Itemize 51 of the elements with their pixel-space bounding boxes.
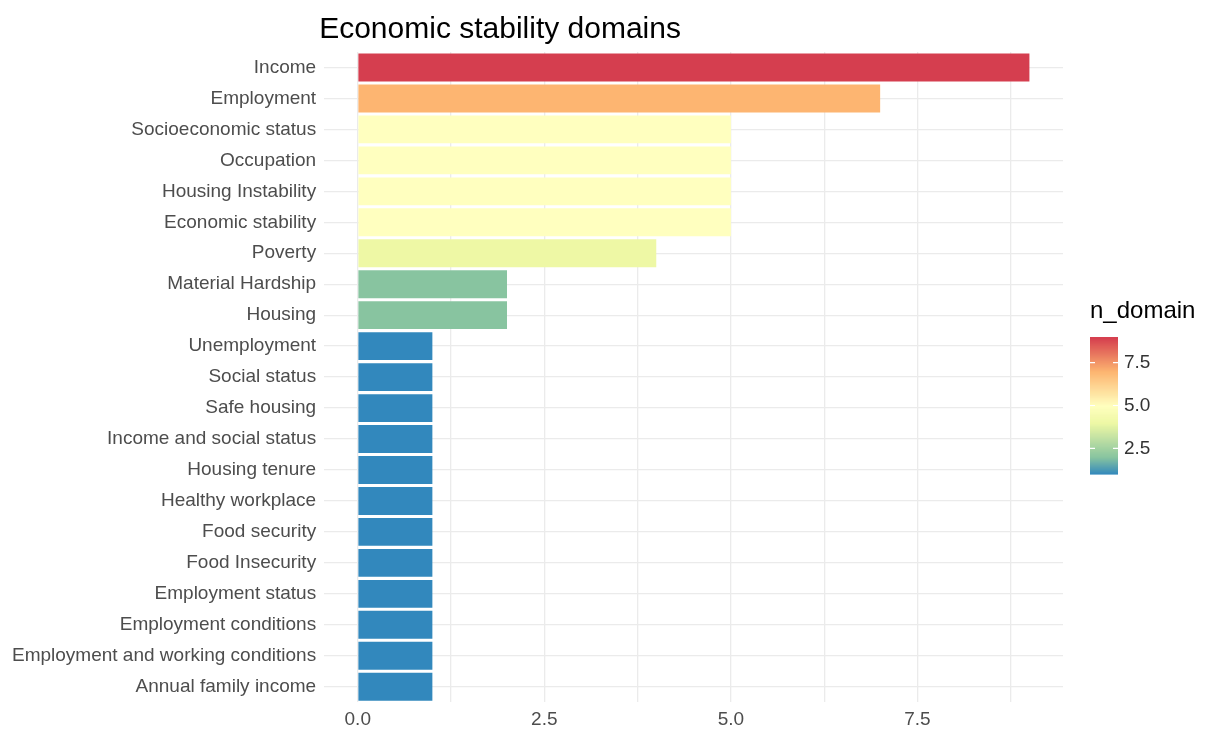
- x-tick-label: 5.0: [717, 707, 745, 729]
- y-tick-label: Income and social status: [107, 427, 317, 449]
- y-tick-label: Housing: [246, 303, 317, 325]
- y-tick-label: Employment: [210, 86, 317, 108]
- y-tick-label: Food Insecurity: [186, 551, 317, 573]
- color-bar-label: 2.5: [1124, 436, 1151, 458]
- bar: [358, 363, 433, 392]
- bar: [358, 456, 433, 484]
- bar: [358, 610, 433, 639]
- bar: [358, 517, 433, 546]
- bar: [358, 239, 657, 268]
- color-bar-label: 5.0: [1124, 393, 1151, 415]
- y-tick-label: Food security: [202, 520, 317, 542]
- color-bar-title: n_domain: [1090, 296, 1196, 323]
- bar: [358, 579, 433, 608]
- y-tick-label: Safe housing: [205, 396, 317, 418]
- bar: [358, 146, 731, 175]
- y-tick-label: Annual family income: [135, 674, 317, 696]
- x-tick-label: 2.5: [531, 707, 558, 729]
- x-tick-label: 0.0: [344, 707, 371, 729]
- y-tick-label: Socioeconomic status: [131, 117, 317, 139]
- bar: [358, 208, 731, 237]
- color-bar-label: 7.5: [1124, 350, 1151, 372]
- bar: [358, 177, 731, 206]
- bar: [358, 115, 731, 144]
- bar: [358, 301, 507, 330]
- bar: [358, 672, 433, 701]
- bar: [358, 394, 433, 422]
- y-tick-label: Unemployment: [188, 334, 317, 356]
- y-tick-label: Material Hardship: [167, 272, 317, 294]
- bar: [358, 425, 433, 453]
- y-tick-label: Social status: [208, 365, 317, 387]
- bar: [358, 53, 1030, 82]
- bar: [358, 84, 881, 113]
- y-tick-label: Income: [253, 55, 317, 77]
- bar: [358, 548, 433, 577]
- y-tick-label: Healthy workplace: [160, 489, 317, 511]
- y-tick-label: Employment and working conditions: [11, 643, 317, 665]
- chart-title: Economic stability domains: [319, 11, 681, 44]
- y-tick-label: Housing Instability: [161, 179, 317, 201]
- x-tick-label: 7.5: [904, 707, 931, 729]
- y-tick-label: Economic stability: [164, 210, 317, 232]
- y-tick-label: Employment status: [154, 582, 317, 604]
- bar: [358, 332, 433, 361]
- y-tick-label: Occupation: [220, 148, 317, 170]
- bar: [358, 487, 433, 515]
- bar: [358, 270, 507, 299]
- y-tick-label: Poverty: [251, 241, 317, 263]
- bar: [358, 641, 433, 670]
- y-tick-label: Employment conditions: [119, 613, 317, 635]
- y-tick-label: Housing tenure: [187, 458, 317, 480]
